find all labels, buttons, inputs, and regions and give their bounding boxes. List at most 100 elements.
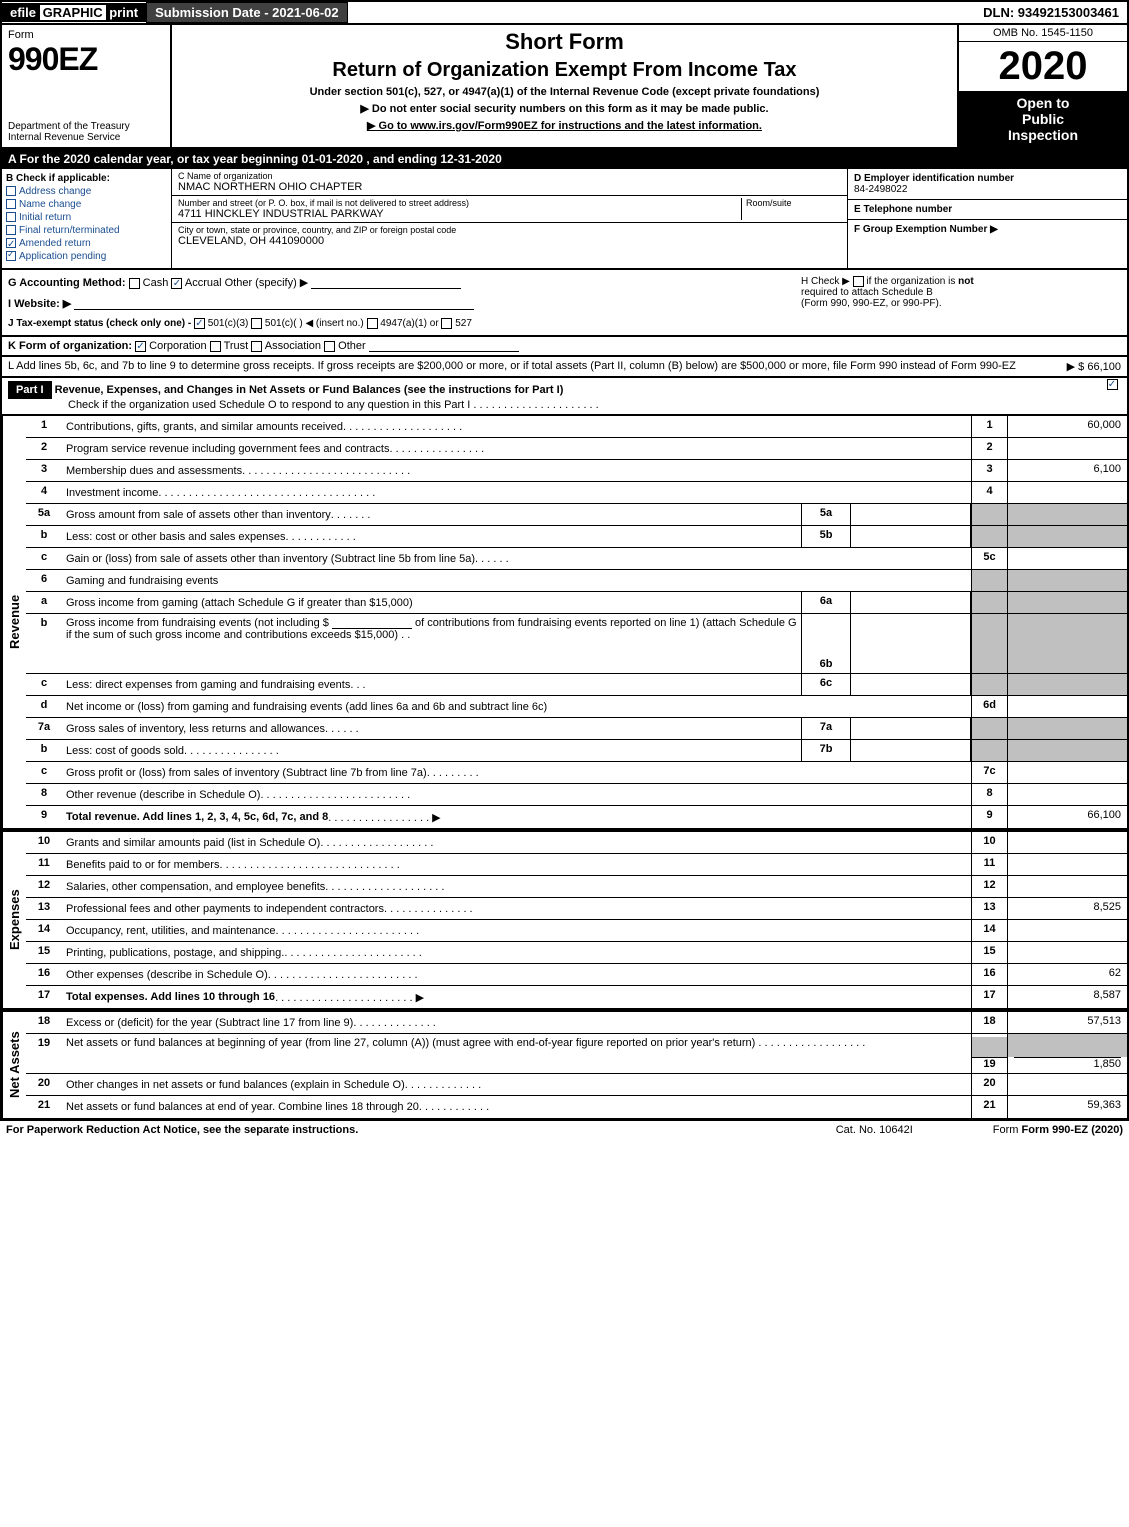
ln-num: 9 (26, 806, 62, 828)
cb-application-pending[interactable]: Application pending (6, 251, 167, 262)
header-warning: ▶ Do not enter social security numbers o… (182, 102, 947, 115)
ln-num: b (26, 526, 62, 547)
ln-num: 17 (26, 986, 62, 1008)
ln-num: c (26, 548, 62, 569)
cb-final-return[interactable]: Final return/terminated (6, 225, 167, 236)
line-5b: b Less: cost or other basis and sales ex… (26, 526, 1127, 548)
cb-4947[interactable] (367, 318, 378, 329)
line-12: 12 Salaries, other compensation, and emp… (26, 876, 1127, 898)
form-label: Form (8, 29, 164, 41)
other-org-input[interactable] (369, 351, 519, 352)
ln-desc: Salaries, other compensation, and employ… (62, 876, 971, 897)
cb-corporation[interactable]: ✓ (135, 341, 146, 352)
sub-val (851, 504, 971, 525)
line-20: 20 Other changes in net assets or fund b… (26, 1074, 1127, 1096)
footer: For Paperwork Reduction Act Notice, see … (0, 1120, 1129, 1139)
cb-501c[interactable] (251, 318, 262, 329)
ln-box: 11 (971, 854, 1007, 875)
cb-association[interactable] (251, 341, 262, 352)
ln-val: 8,525 (1007, 898, 1127, 919)
ln-val-shaded (1007, 504, 1127, 525)
ln-val: 62 (1007, 964, 1127, 985)
l-amount: ▶ $ 66,100 (1067, 360, 1121, 373)
ln-desc: Gross profit or (loss) from sales of inv… (62, 762, 971, 783)
ln-val (1007, 876, 1127, 897)
org-name-label: C Name of organization (178, 171, 841, 181)
cb-name-change[interactable]: Name change (6, 199, 167, 210)
cb-501c3[interactable]: ✓ (194, 318, 205, 329)
sub-box: 6a (801, 592, 851, 613)
goto-text[interactable]: ▶ Go to www.irs.gov/Form990EZ for instru… (367, 120, 762, 132)
line-17: 17 Total expenses. Add lines 10 through … (26, 986, 1127, 1008)
501c3-label: 501(c)(3) (208, 318, 249, 329)
sub-val (851, 740, 971, 761)
ln-desc: Less: direct expenses from gaming and fu… (62, 674, 801, 695)
ln-desc: Professional fees and other payments to … (62, 898, 971, 919)
print-text[interactable]: print (109, 5, 138, 20)
sub-box: 6b (801, 614, 851, 673)
ln-num: 10 (26, 832, 62, 853)
ln-val-shaded (1007, 526, 1127, 547)
part1-desc: Part I Revenue, Expenses, and Changes in… (2, 378, 1097, 414)
website-label: I Website: ▶ (8, 298, 71, 310)
ln-box-shaded (971, 674, 1007, 695)
cb-cash[interactable] (129, 278, 140, 289)
ln-val: 60,000 (1007, 416, 1127, 437)
527-label: 527 (455, 318, 472, 329)
cb-schedule-b[interactable] (853, 276, 864, 287)
tax-exempt-label: J Tax-exempt status (check only one) - (8, 318, 191, 329)
ln-desc: Occupancy, rent, utilities, and maintena… (62, 920, 971, 941)
cash-label: Cash (143, 277, 169, 289)
line-6c: c Less: direct expenses from gaming and … (26, 674, 1127, 696)
ln-num: 21 (26, 1096, 62, 1118)
cb-accrual[interactable]: ✓ (171, 278, 182, 289)
ln-val-shaded (1007, 674, 1127, 695)
sub-val (851, 614, 971, 673)
efile-text: efile (10, 5, 36, 20)
ln-val (1007, 762, 1127, 783)
line-7b: b Less: cost of goods sold . . . . . . .… (26, 740, 1127, 762)
ln-num: c (26, 762, 62, 783)
ln-desc: Gaming and fundraising events (62, 570, 971, 591)
ln-val: 8,587 (1007, 986, 1127, 1008)
ln-box: 5c (971, 548, 1007, 569)
other-label: Other (specify) ▶ (225, 277, 309, 289)
inspection-line2: Public (963, 111, 1123, 127)
other-input[interactable] (311, 288, 461, 289)
cb-trust[interactable] (210, 341, 221, 352)
inspection-line1: Open to (963, 95, 1123, 111)
sched-o-checkbox[interactable]: ✓ (1097, 378, 1127, 390)
other-org-label: Other (338, 340, 366, 352)
cb-amended-return[interactable]: ✓Amended return (6, 238, 167, 249)
ln-num: a (26, 592, 62, 613)
ln-box: 8 (971, 784, 1007, 805)
ln-val (1007, 784, 1127, 805)
room-label: Room/suite (746, 198, 841, 208)
sched-o-check-mark: ✓ (1107, 379, 1118, 390)
h-text4: (Form 990, 990-EZ, or 990-PF). (801, 298, 942, 309)
ln-desc: Program service revenue including govern… (62, 438, 971, 459)
ln-desc: Less: cost or other basis and sales expe… (62, 526, 801, 547)
cb-address-change[interactable]: Address change (6, 186, 167, 197)
sub-val (851, 674, 971, 695)
ln-num: 18 (26, 1012, 62, 1033)
ln-num: b (26, 740, 62, 761)
ln-box: 16 (971, 964, 1007, 985)
ln-num: d (26, 696, 62, 717)
line-6a: a Gross income from gaming (attach Sched… (26, 592, 1127, 614)
ln-box: 13 (971, 898, 1007, 919)
ln-val-shaded (1007, 570, 1127, 591)
ln-desc: Membership dues and assessments . . . . … (62, 460, 971, 481)
cb-other-org[interactable] (324, 341, 335, 352)
sub-val (851, 526, 971, 547)
cb-527[interactable] (441, 318, 452, 329)
cb-initial-return[interactable]: Initial return (6, 212, 167, 223)
expenses-lines: 10 Grants and similar amounts paid (list… (26, 832, 1127, 1008)
ln-num: 4 (26, 482, 62, 503)
line-18: 18 Excess or (deficit) for the year (Sub… (26, 1012, 1127, 1034)
website-input[interactable] (74, 309, 474, 310)
ln-num: b (26, 614, 62, 673)
phone-cell: E Telephone number (848, 200, 1127, 220)
ln-desc: Grants and similar amounts paid (list in… (62, 832, 971, 853)
dln: DLN: 93492153003461 (975, 3, 1127, 22)
